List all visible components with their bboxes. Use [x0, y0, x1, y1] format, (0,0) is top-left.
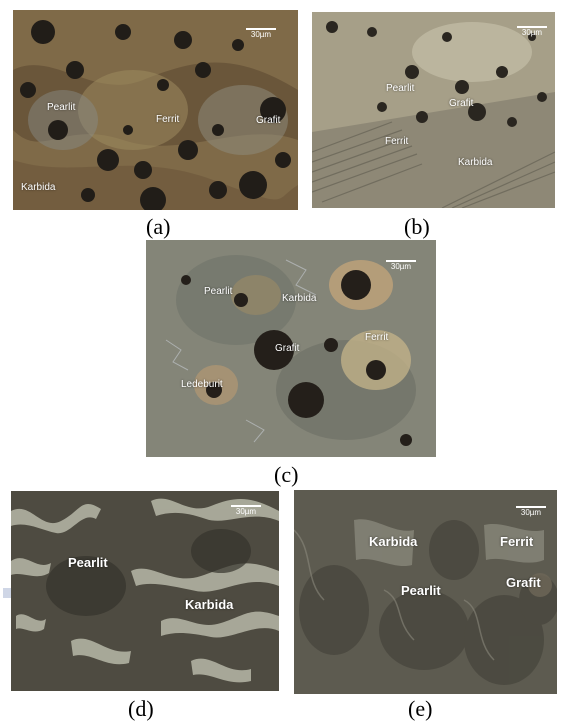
phase-label: Ferrit — [500, 534, 534, 549]
caption-a: (a) — [146, 214, 171, 239]
phase-label: Grafit — [275, 343, 300, 354]
scale-bar-text: 30µm — [520, 508, 542, 517]
scale-bar-line — [246, 28, 276, 30]
micrograph-e: 30µm Karbida Ferrit Pearlit Grafit — [294, 490, 557, 694]
phase-label: Pearlit — [47, 102, 76, 113]
scale-bar: 30µm — [516, 506, 546, 517]
micrograph-b: 30µm Pearlit Grafit Ferrit Karbida — [312, 12, 555, 208]
scale-bar-text: 30µm — [250, 30, 272, 39]
phase-label: Grafit — [449, 98, 474, 109]
scale-bar: 30µm — [231, 505, 261, 516]
phase-label: Karbida — [21, 182, 56, 193]
micrograph-e-image — [294, 490, 557, 694]
micrograph-c-image — [146, 240, 436, 457]
caption-b: (b) — [404, 214, 430, 239]
scale-bar: 30µm — [246, 28, 276, 39]
scale-bar-text: 30µm — [235, 507, 257, 516]
scale-bar-text: 30µm — [390, 262, 412, 271]
caption-c: (c) — [274, 462, 299, 487]
caption-d: (d) — [128, 696, 154, 721]
micrograph-d-image — [11, 491, 279, 691]
phase-label: Karbida — [185, 597, 234, 612]
left-edge-mark — [3, 588, 13, 598]
phase-label: Ledeburit — [181, 379, 223, 390]
micrograph-b-image — [312, 12, 555, 208]
caption-e: (e) — [408, 696, 433, 721]
scale-bar-line — [516, 506, 546, 508]
phase-label: Ferrit — [365, 332, 389, 343]
phase-label: Grafit — [506, 575, 541, 590]
phase-label: Karbida — [369, 534, 418, 549]
phase-label: Ferrit — [156, 114, 180, 125]
micrograph-a-image — [13, 10, 298, 210]
phase-label: Grafit — [256, 115, 281, 126]
micrograph-c: 30µm Pearlit Karbida Grafit Ferrit Ledeb… — [146, 240, 436, 457]
phase-label: Pearlit — [401, 583, 441, 598]
phase-label: Pearlit — [68, 555, 108, 570]
phase-label: Karbida — [282, 293, 317, 304]
micrograph-d: 30µm Pearlit Karbida — [11, 491, 279, 691]
scale-bar-line — [386, 260, 416, 262]
phase-label: Karbida — [458, 157, 493, 168]
scale-bar-line — [517, 26, 547, 28]
scale-bar: 30µm — [386, 260, 416, 271]
micrograph-a: 30µm Pearlit Ferrit Grafit Karbida — [13, 10, 298, 210]
scale-bar-line — [231, 505, 261, 507]
scale-bar-text: 30µm — [521, 28, 543, 37]
scale-bar: 30µm — [517, 26, 547, 37]
phase-label: Pearlit — [386, 83, 415, 94]
phase-label: Ferrit — [385, 136, 409, 147]
phase-label: Pearlit — [204, 286, 233, 297]
